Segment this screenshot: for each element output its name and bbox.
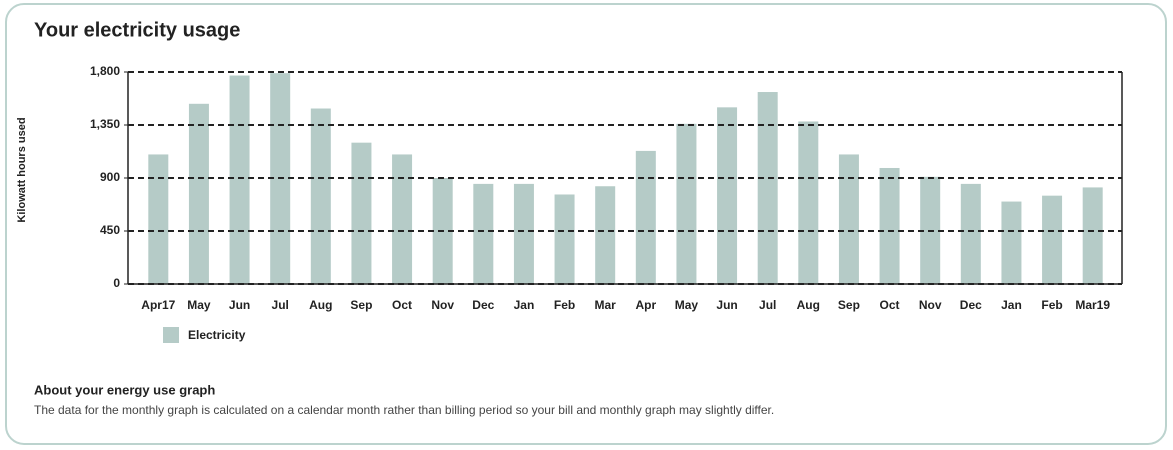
bar <box>229 75 250 285</box>
x-tick-label: Aug <box>309 298 332 312</box>
y-tick-label: 450 <box>100 223 120 237</box>
x-tick-label: Oct <box>880 298 900 312</box>
legend-swatch <box>163 327 179 343</box>
bar <box>310 108 331 284</box>
bar <box>595 186 616 284</box>
bar <box>188 103 209 284</box>
bar <box>513 183 534 284</box>
x-tick-label: Nov <box>919 298 942 312</box>
x-tick-label: May <box>675 298 699 312</box>
bar <box>351 142 372 284</box>
bar <box>960 183 981 284</box>
note-text: The data for the monthly graph is calcul… <box>34 403 774 417</box>
bar <box>717 107 738 284</box>
x-tick-label: Jul <box>759 298 776 312</box>
x-tick-label: May <box>187 298 211 312</box>
x-tick-label: Sep <box>838 298 860 312</box>
x-tick-label: Apr <box>635 298 656 312</box>
y-tick-label: 1,350 <box>90 117 120 131</box>
x-tick-label: Dec <box>472 298 494 312</box>
bar <box>1001 201 1022 284</box>
bar <box>148 154 169 284</box>
y-axis-label: Kilowatt hours used <box>16 117 28 222</box>
x-tick-label: Feb <box>1041 298 1062 312</box>
bar <box>879 167 900 284</box>
bar <box>676 123 697 284</box>
x-tick-label: Aug <box>797 298 820 312</box>
bar <box>473 183 494 284</box>
x-tick-label: Jul <box>272 298 289 312</box>
bar <box>798 121 819 284</box>
x-tick-label: Mar19 <box>1075 298 1110 312</box>
chart-title: Your electricity usage <box>34 19 240 41</box>
x-tick-label: Sep <box>350 298 372 312</box>
note-title: About your energy use graph <box>34 382 215 397</box>
x-tick-label: Apr17 <box>141 298 175 312</box>
bar <box>554 194 575 284</box>
y-tick-label: 900 <box>100 170 120 184</box>
bar <box>1082 187 1103 284</box>
x-tick-label: Feb <box>554 298 575 312</box>
x-tick-label: Jan <box>514 298 535 312</box>
x-tick-label: Mar <box>595 298 617 312</box>
x-tick-label: Jan <box>1001 298 1022 312</box>
bar <box>757 92 778 285</box>
x-tick-label: Nov <box>431 298 454 312</box>
bar <box>838 154 859 284</box>
bar <box>392 154 413 284</box>
x-tick-label: Dec <box>960 298 982 312</box>
y-tick-label: 0 <box>113 276 120 290</box>
bar <box>1042 195 1063 284</box>
x-tick-label: Oct <box>392 298 412 312</box>
legend-label: Electricity <box>188 328 246 342</box>
bar <box>635 150 656 284</box>
card <box>5 3 1167 445</box>
x-tick-label: Jun <box>229 298 250 312</box>
y-tick-label: 1,800 <box>90 64 120 78</box>
x-tick-label: Jun <box>716 298 737 312</box>
